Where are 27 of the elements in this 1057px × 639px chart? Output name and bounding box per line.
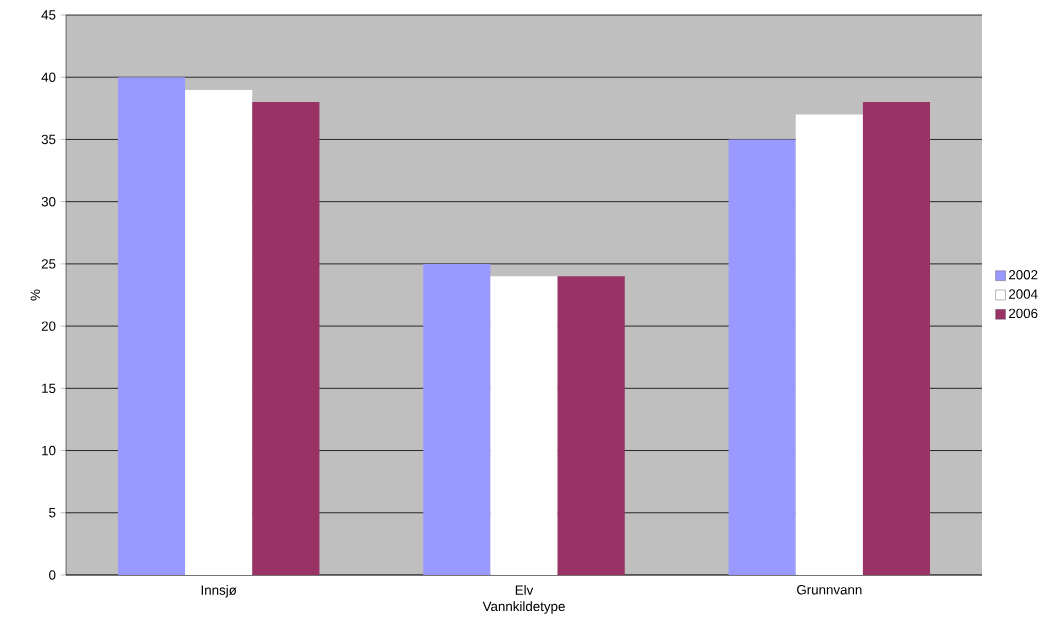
bar: [728, 139, 796, 575]
bar: [557, 276, 625, 575]
bar: [117, 77, 186, 575]
y-tick-label: 30: [41, 196, 56, 207]
y-tick-label: 10: [42, 445, 56, 456]
y-tick-label: 20: [41, 321, 56, 331]
y-tick-label: 25: [41, 259, 56, 269]
y-tick-label: 35: [41, 134, 56, 145]
legend-label: 2004: [1009, 289, 1038, 299]
y-axis-title: %: [30, 289, 40, 301]
y-tick-label: 0: [49, 570, 56, 580]
bar: [185, 89, 253, 575]
x-axis-title: Vannkildetype: [482, 601, 565, 614]
y-tick-label: 40: [41, 72, 56, 82]
y-tick-label: 15: [42, 383, 56, 393]
bar: [795, 114, 863, 575]
bar: [423, 263, 491, 575]
bar: [862, 102, 931, 575]
bar: [490, 276, 558, 575]
y-tick-label: 45: [41, 10, 56, 20]
x-tick-label: Elv: [515, 585, 534, 595]
bar: [252, 102, 320, 575]
x-tick-label: Grunnvann: [797, 585, 862, 595]
legend-label: 2006: [1009, 308, 1038, 319]
y-tick-label: 5: [49, 508, 56, 518]
x-tick-label: Innsjø: [201, 585, 237, 598]
legend-label: 2002: [1009, 270, 1038, 280]
